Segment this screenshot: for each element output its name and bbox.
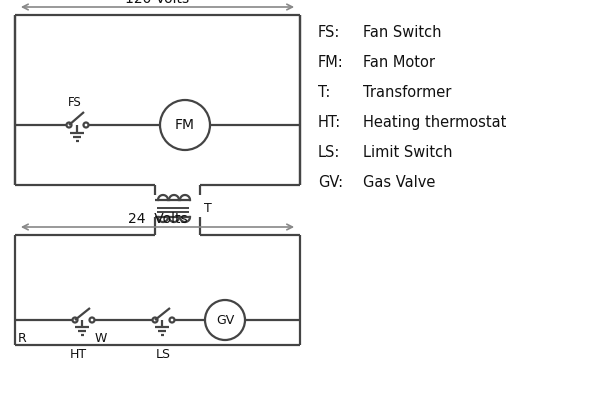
Text: T: T <box>204 202 212 214</box>
Text: FS: FS <box>68 96 82 109</box>
Text: FS:: FS: <box>318 25 340 40</box>
Text: R: R <box>18 332 27 345</box>
Text: LS:: LS: <box>318 145 340 160</box>
Text: W: W <box>95 332 107 345</box>
Text: N: N <box>288 0 298 2</box>
Text: Limit Switch: Limit Switch <box>363 145 453 160</box>
Text: FM:: FM: <box>318 55 344 70</box>
Text: Heating thermostat: Heating thermostat <box>363 115 506 130</box>
Text: LS: LS <box>156 348 171 361</box>
Text: GV:: GV: <box>318 175 343 190</box>
Text: Transformer: Transformer <box>363 85 451 100</box>
Text: L1: L1 <box>16 0 32 2</box>
Text: 24  Volts: 24 Volts <box>127 212 187 226</box>
Text: Fan Motor: Fan Motor <box>363 55 435 70</box>
Text: Gas Valve: Gas Valve <box>363 175 435 190</box>
Text: Fan Switch: Fan Switch <box>363 25 441 40</box>
Text: HT:: HT: <box>318 115 341 130</box>
Text: FM: FM <box>175 118 195 132</box>
Text: T:: T: <box>318 85 330 100</box>
Text: 120 Volts: 120 Volts <box>126 0 189 6</box>
Text: HT: HT <box>70 348 87 361</box>
Text: GV: GV <box>216 314 234 326</box>
